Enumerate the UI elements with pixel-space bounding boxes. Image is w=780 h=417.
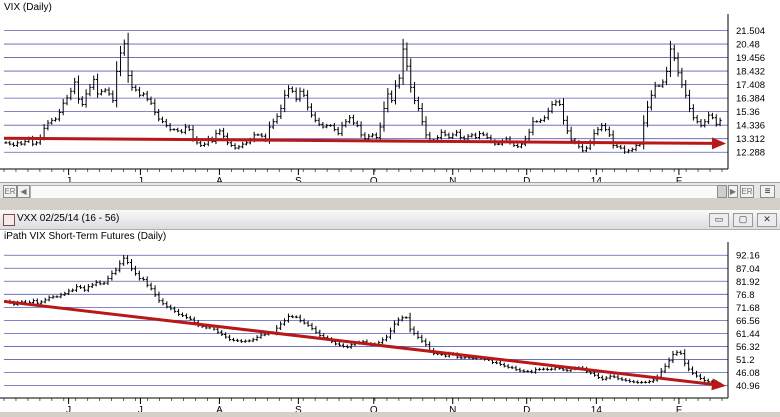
x-tick-label: F [676, 176, 682, 182]
close-button[interactable]: ✕ [757, 213, 777, 227]
x-tick-label: J [138, 405, 143, 412]
minimize-button[interactable]: ▭ [709, 213, 729, 227]
x-tick-label: O [370, 176, 378, 182]
x-tick-label: S [295, 405, 302, 412]
panel-divider[interactable] [0, 198, 780, 210]
vxx-chart-panel: 92.16 87.04 81.92 76.8 71.68 66.56 61.44 56.32 5… [0, 210, 780, 416]
x-tick-label: J [138, 176, 143, 182]
y-tick-label: 19.456 [736, 53, 765, 64]
y-tick-label: 18.432 [736, 67, 765, 78]
scrollbar-left-tab[interactable]: ER [3, 185, 17, 198]
vxx-window-titlebar[interactable]: VXX 02/25/14 (16 - 56) ▭ ▢ ✕ [0, 210, 780, 230]
trendline [3, 299, 717, 387]
x-tick-label: 14 [591, 176, 603, 182]
vxx-window-title: VXX 02/25/14 (16 - 56) [17, 213, 120, 224]
x-tick-label: D [523, 405, 530, 412]
list-icon[interactable]: ≡ [760, 185, 775, 198]
scrollbar-track[interactable] [30, 185, 722, 199]
x-tick-label: A [216, 405, 223, 412]
y-tick-label: 87.04 [736, 264, 760, 275]
vxx-chart-title: iPath VIX Short-Term Futures (Daily) [4, 231, 167, 242]
x-tick-label: N [449, 405, 456, 412]
price-bars [4, 32, 722, 154]
y-tick-label: 16.384 [736, 94, 765, 105]
y-tick-label: 46.08 [736, 368, 760, 379]
y-tick-label: 20.48 [736, 40, 760, 51]
chart-window-icon [3, 214, 15, 226]
scrollbar-right-tab[interactable]: ER [740, 185, 754, 198]
y-tick-label: 13.312 [736, 134, 765, 145]
x-tick-label: F [676, 405, 682, 412]
y-tick-label: 40.96 [736, 381, 760, 392]
time-scrollbar[interactable]: ER ◀ ▶ ER ≡ [0, 182, 780, 199]
y-tick-label: 71.68 [736, 303, 760, 314]
y-tick-label: 81.92 [736, 277, 760, 288]
vix-chart-panel: VIX (Daily) 21.504 20.48 19.456 18.432 17.40… [0, 0, 780, 187]
y-tick-label: 56.32 [736, 342, 760, 353]
scroll-right-arrow[interactable]: ▶ [728, 185, 738, 198]
trendline-arrowhead [711, 378, 726, 391]
y-tick-label: 12.288 [736, 148, 765, 159]
y-tick-label: 51.2 [736, 355, 755, 366]
x-tick-label: D [523, 176, 530, 182]
y-tick-label: 76.8 [736, 290, 755, 301]
vxx-chart: 92.16 87.04 81.92 76.8 71.68 66.56 61.44 56.32 5… [0, 242, 760, 416]
restore-button[interactable]: ▢ [733, 213, 753, 227]
scrollbar-thumb[interactable] [717, 185, 727, 198]
x-tick-label: A [216, 176, 223, 182]
x-tick-label: J [66, 405, 71, 412]
x-tick-label: N [449, 176, 456, 182]
vix-chart-title: VIX (Daily) [4, 2, 52, 13]
y-tick-label: 17.408 [736, 80, 765, 91]
x-tick-label: O [370, 405, 378, 412]
trendline [3, 136, 717, 145]
y-tick-label: 21.504 [736, 26, 765, 37]
y-tick-label: 66.56 [736, 316, 760, 327]
y-tick-label: 61.44 [736, 329, 760, 340]
vix-chart: 21.504 20.48 19.456 18.432 17.408 16.384 15.36… [0, 14, 765, 187]
trendline-arrowhead [711, 137, 726, 150]
y-tick-label: 15.36 [736, 107, 760, 118]
x-tick-label: 14 [591, 405, 603, 412]
y-tick-label: 14.336 [736, 121, 765, 132]
x-tick-label: J [66, 176, 71, 182]
y-tick-label: 92.16 [736, 251, 760, 262]
x-tick-label: S [295, 176, 302, 182]
scroll-left-arrow[interactable]: ◀ [17, 185, 30, 198]
